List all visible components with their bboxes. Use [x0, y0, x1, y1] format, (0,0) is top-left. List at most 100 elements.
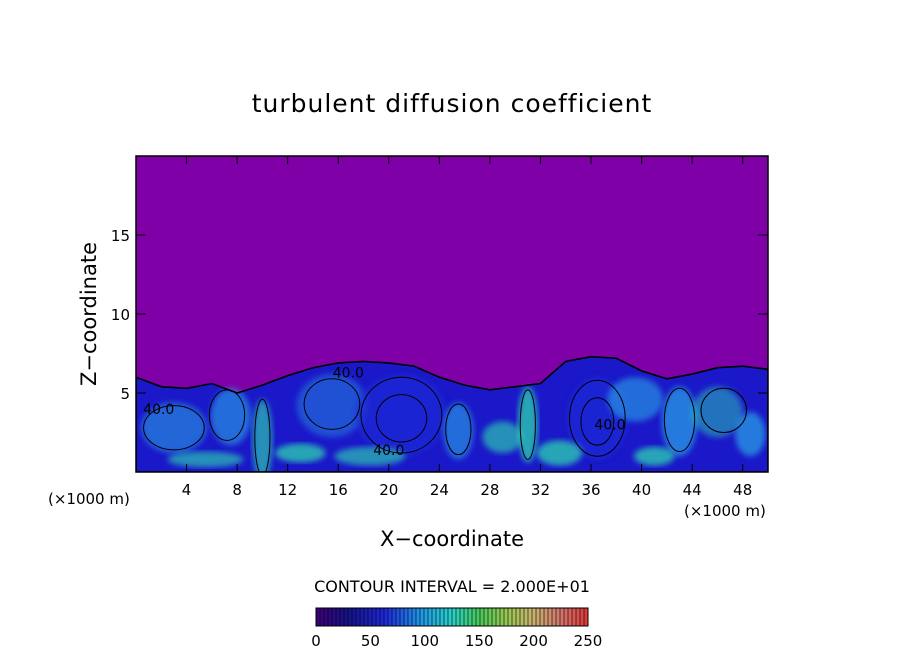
eddy-blob: [692, 386, 743, 438]
colorbar-cell: [460, 608, 464, 626]
x-tick-label: 44: [683, 481, 702, 499]
contour-label: 40.0: [373, 443, 404, 459]
colorbar-cell: [472, 608, 476, 626]
colorbar-cell: [452, 608, 456, 626]
colorbar-cell: [572, 608, 576, 626]
colorbar-cell: [328, 608, 332, 626]
colorbar-cell: [584, 608, 588, 626]
y-tick-label: 15: [111, 227, 130, 245]
field-top-contour: [136, 355, 768, 472]
colorbar-cell: [512, 608, 516, 626]
contour-labels: 40.0 40.0 40.0 40.0: [143, 365, 625, 458]
colorbar-cell: [516, 608, 520, 626]
x-axis-unit-left: (×1000 m): [48, 490, 130, 508]
colorbar-cell: [524, 608, 528, 626]
colorbar-tick-label: 150: [465, 632, 494, 650]
contour-ring: [360, 376, 443, 454]
y-tick-label: 10: [111, 306, 130, 324]
colorbar-tick-label: 250: [574, 632, 603, 650]
colorbar-cell: [496, 608, 500, 626]
colorbar: 0 50 100 150 200 250: [311, 607, 602, 650]
x-tick-label: 4: [182, 481, 192, 499]
x-tick-label: 32: [531, 481, 550, 499]
contour-interval-text: CONTOUR INTERVAL = 2.000E+01: [314, 577, 590, 596]
x-axis-ticks: 4 8 12 16 20 24 28 32 36 40 44 48: [182, 156, 752, 499]
colorbar-cell: [564, 608, 568, 626]
colorbar-cell: [568, 608, 572, 626]
colorbar-cell: [336, 608, 340, 626]
colorbar-ticks: 0 50 100 150 200 250: [311, 632, 602, 650]
colorbar-cell: [552, 608, 556, 626]
contour-ring: [375, 394, 428, 443]
colorbar-cell: [368, 608, 372, 626]
colorbar-frame: [315, 607, 589, 627]
colorbar-cell: [484, 608, 488, 626]
colorbar-tick-label: 0: [311, 632, 321, 650]
eddy-blob: [607, 377, 664, 422]
colorbar-cell: [540, 608, 544, 626]
x-tick-label: 28: [480, 481, 499, 499]
colorbar-cell: [320, 608, 324, 626]
colorbar-cell: [480, 608, 484, 626]
colorbar-gradient: [315, 608, 588, 626]
eddy-blob: [334, 446, 406, 466]
eddy-blob: [167, 451, 244, 468]
eddy-blob: [661, 386, 698, 457]
colorbar-cell: [352, 608, 356, 626]
eddy-blob: [517, 386, 538, 463]
colorbar-cell: [428, 608, 432, 626]
colorbar-cell: [324, 608, 328, 626]
eddy-blob: [252, 399, 273, 472]
colorbar-cell: [440, 608, 444, 626]
colorbar-cell: [400, 608, 404, 626]
colorbar-cell: [372, 608, 376, 626]
colorbar-cell: [532, 608, 536, 626]
x-tick-label: 12: [278, 481, 297, 499]
colorbar-cell: [396, 608, 400, 626]
colorbar-cell: [556, 608, 560, 626]
eddy-blob: [536, 440, 583, 466]
colorbar-tick-label: 200: [519, 632, 548, 650]
colorbar-cell: [456, 608, 460, 626]
colorbar-cell: [420, 608, 424, 626]
colorbar-cell: [520, 608, 524, 626]
contour-label: 40.0: [594, 418, 625, 434]
colorbar-cell: [344, 608, 348, 626]
colorbar-cell: [488, 608, 492, 626]
colorbar-cell: [492, 608, 496, 626]
chart-title: turbulent diffusion coefficient: [252, 89, 653, 118]
colorbar-cell: [332, 608, 336, 626]
colorbar-cell: [424, 608, 428, 626]
colorbar-cell: [364, 608, 368, 626]
colorbar-cell: [436, 608, 440, 626]
y-tick-label: 5: [120, 385, 130, 403]
y-axis-label: Z−coordinate: [77, 242, 101, 386]
x-tick-label: 8: [232, 481, 242, 499]
colorbar-cell: [476, 608, 480, 626]
x-axis-label: X−coordinate: [380, 527, 524, 551]
x-axis-unit-right: (×1000 m): [684, 502, 766, 520]
eddy-blob: [355, 374, 447, 457]
colorbar-cell: [576, 608, 580, 626]
colorbar-cell: [580, 608, 584, 626]
colorbar-tick-label: 50: [361, 632, 380, 650]
colorbar-cell: [408, 608, 412, 626]
contour-label: 40.0: [333, 365, 364, 381]
contour-ring: [569, 379, 626, 457]
colorbar-cell: [464, 608, 468, 626]
colorbar-cell: [348, 608, 352, 626]
eddy-blob: [275, 443, 326, 463]
colorbar-cell: [448, 608, 452, 626]
x-tick-label: 48: [733, 481, 752, 499]
eddy-blob: [482, 421, 523, 454]
colorbar-cell: [500, 608, 504, 626]
eddy-blob: [296, 374, 368, 438]
x-tick-label: 24: [430, 481, 449, 499]
contour-ring: [519, 389, 536, 460]
colorbar-cell: [384, 608, 388, 626]
colorbar-cell: [560, 608, 564, 626]
colorbar-cell: [380, 608, 384, 626]
contour-label: 40.0: [143, 402, 174, 418]
